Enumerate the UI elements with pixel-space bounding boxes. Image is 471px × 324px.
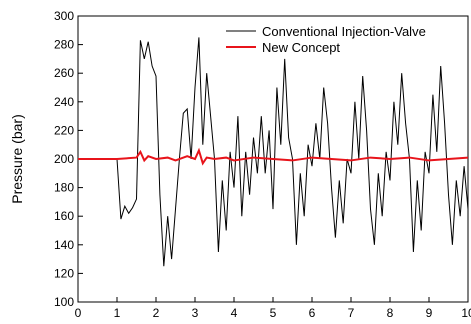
y-tick-label: 280 [54, 38, 74, 52]
y-tick-label: 300 [54, 9, 74, 23]
y-tick-label: 220 [54, 123, 74, 137]
y-tick-label: 180 [54, 181, 74, 195]
legend-label: Conventional Injection-Valve [262, 24, 426, 39]
x-tick-label: 4 [231, 306, 238, 320]
y-tick-label: 200 [54, 152, 74, 166]
x-tick-label: 0 [75, 306, 82, 320]
y-tick-label: 260 [54, 66, 74, 80]
x-tick-label: 10 [461, 306, 471, 320]
series-line [116, 37, 469, 267]
y-tick-label: 100 [54, 295, 74, 309]
x-tick-label: 6 [309, 306, 316, 320]
y-axis-label: Pressure (bar) [9, 114, 25, 203]
y-tick-label: 120 [54, 266, 74, 280]
x-tick-label: 1 [114, 306, 121, 320]
x-tick-label: 7 [348, 306, 355, 320]
y-tick-label: 160 [54, 209, 74, 223]
y-tick-label: 240 [54, 95, 74, 109]
legend-label: New Concept [262, 40, 340, 55]
x-tick-label: 8 [387, 306, 394, 320]
y-tick-label: 140 [54, 238, 74, 252]
series-line [78, 147, 469, 166]
x-tick-label: 5 [270, 306, 277, 320]
x-tick-label: 9 [426, 306, 433, 320]
x-tick-label: 2 [153, 306, 160, 320]
x-tick-label: 3 [192, 306, 199, 320]
